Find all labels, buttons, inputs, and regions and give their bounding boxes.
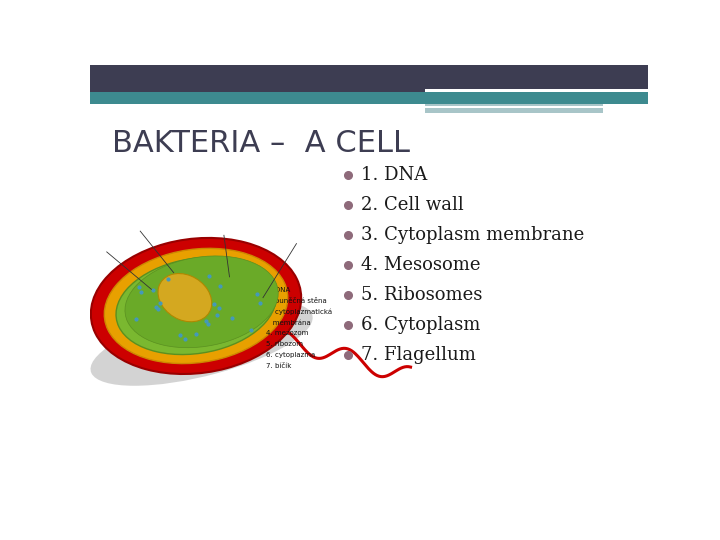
Ellipse shape [104,248,288,363]
Bar [90,92,425,104]
Ellipse shape [91,238,301,374]
Bar [90,65,648,92]
Text: 4. Mesosome: 4. Mesosome [361,256,480,274]
Text: 4. mezozom: 4. mezozom [266,330,308,336]
Bar [425,104,603,113]
Ellipse shape [158,274,212,322]
Text: 1. DNA: 1. DNA [361,166,427,184]
Bar [425,106,603,109]
Text: 3. cytoplazmatická: 3. cytoplazmatická [266,309,332,315]
Text: 5. Ribosomes: 5. Ribosomes [361,286,482,303]
Text: 5. ribozom: 5. ribozom [266,341,303,347]
Text: 7. bíčík: 7. bíčík [266,363,291,369]
Text: membrána: membrána [266,320,310,326]
Bar [425,89,648,92]
Text: 2. Cell wall: 2. Cell wall [361,196,464,214]
Text: 7. Flagellum: 7. Flagellum [361,346,475,363]
Ellipse shape [116,258,276,355]
Text: 3. Cytoplasm membrane: 3. Cytoplasm membrane [361,226,584,244]
Text: BAKTERIA –  A CELL: BAKTERIA – A CELL [112,129,410,158]
Text: 2. buněčná stěna: 2. buněčná stěna [266,298,327,304]
Text: 6. cytoplazma: 6. cytoplazma [266,352,315,358]
Ellipse shape [91,301,312,386]
Text: 6. Cytoplasm: 6. Cytoplasm [361,316,480,334]
Bar [425,92,648,104]
Text: 1. DNA: 1. DNA [266,287,290,293]
Ellipse shape [125,256,278,348]
